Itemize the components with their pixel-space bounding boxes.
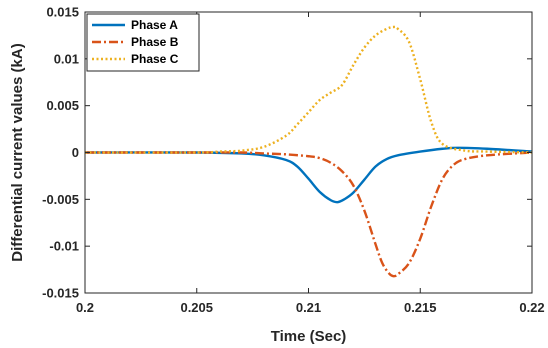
x-tick-label: 0.21 — [296, 300, 321, 315]
legend-label-phase-a: Phase A — [131, 18, 178, 32]
series-line-phase-a — [84, 146, 533, 204]
x-axis: 0.2 0.205 0.21 0.215 0.22 — [76, 12, 545, 315]
series-line-phase-b — [85, 151, 533, 278]
x-axis-title: Time (Sec) — [271, 328, 347, 345]
y-tick-label: -0.005 — [42, 192, 79, 207]
legend-label-phase-b: Phase B — [131, 35, 179, 49]
x-tick-label: 0.215 — [404, 300, 437, 315]
y-tick-label: 0 — [72, 145, 79, 160]
y-tick-label: 0.005 — [46, 98, 79, 113]
x-tick-label: 0.2 — [76, 300, 94, 315]
y-axis: 0.015 0.01 0.005 0 -0.005 -0.01 -0.015 — [42, 5, 532, 301]
y-tick-label: 0.01 — [54, 51, 79, 66]
y-tick-label: -0.015 — [42, 286, 79, 301]
x-tick-label: 0.22 — [519, 300, 544, 315]
series-layer — [84, 25, 533, 278]
y-tick-label: -0.01 — [49, 239, 79, 254]
y-axis-title: Differential current values (kA) — [9, 43, 26, 261]
legend-label-phase-c: Phase C — [131, 52, 179, 66]
x-tick-label: 0.205 — [180, 300, 213, 315]
legend: Phase A Phase B Phase C — [86, 13, 200, 72]
y-tick-label: 0.015 — [46, 5, 79, 20]
